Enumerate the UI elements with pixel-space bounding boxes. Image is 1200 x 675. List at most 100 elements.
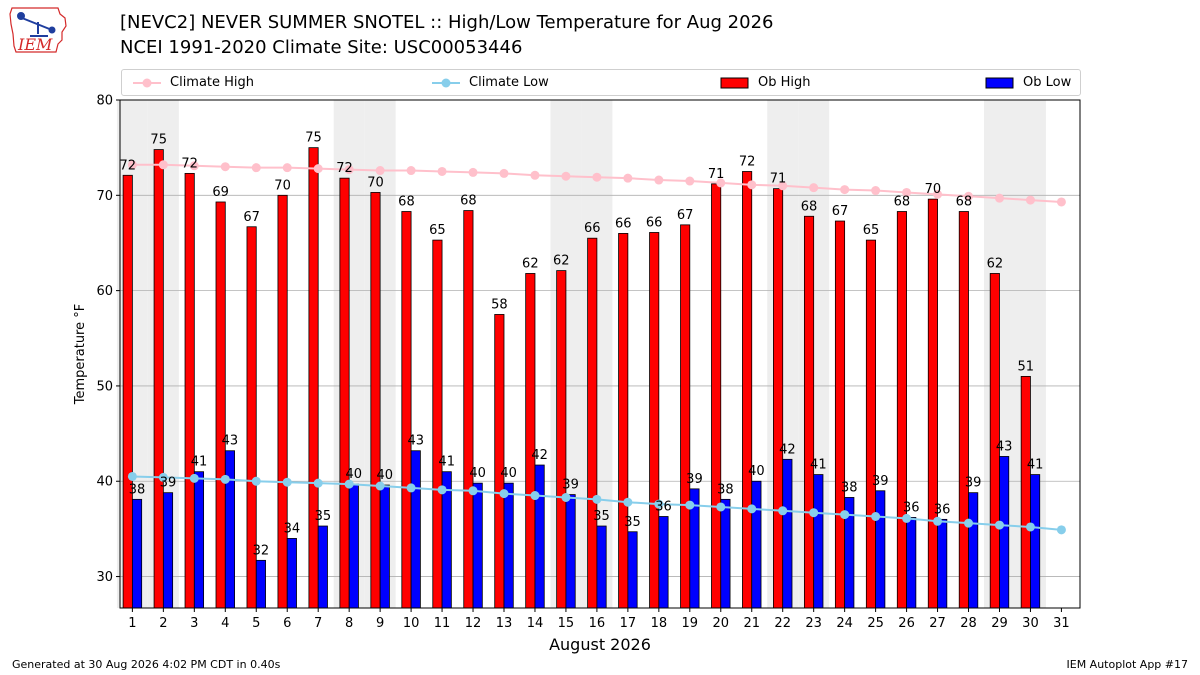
ob-high-value-label: 68: [956, 195, 973, 210]
ob-high-value-label: 66: [584, 221, 601, 236]
ob-high-value-label: 72: [739, 154, 756, 169]
x-tick-label: 10: [403, 616, 420, 631]
climate-high-point: [127, 160, 137, 170]
climate-high-point: [282, 163, 292, 173]
ob-low-value-label: 35: [624, 515, 641, 530]
line-marker-icon: [432, 78, 460, 87]
ob-high-value-label: 72: [336, 161, 353, 176]
x-tick-label: 7: [314, 616, 322, 631]
climate-low-point: [902, 513, 912, 523]
x-tick-label: 19: [682, 616, 699, 631]
climate-low-point: [1025, 522, 1035, 532]
ob-low-bar: [286, 538, 297, 609]
ob-high-value-label: 75: [150, 133, 167, 148]
ob-high-bar: [958, 211, 969, 609]
ob-high-bar: [122, 174, 133, 609]
ob-low-value-label: 39: [686, 472, 703, 487]
ob-low-bar: [875, 490, 886, 609]
x-tick-label: 9: [376, 616, 384, 631]
ob-low-value-label: 38: [841, 480, 858, 495]
climate-high-point: [1056, 197, 1066, 207]
ob-high-value-label: 71: [770, 172, 787, 187]
ob-low-bar: [534, 464, 545, 609]
ob-low-value-label: 40: [346, 467, 363, 482]
ob-high-value-label: 70: [367, 175, 384, 190]
climate-high-point: [189, 161, 199, 171]
ob-low-value-label: 40: [748, 464, 765, 479]
ob-low-bar: [255, 559, 266, 609]
ob-high-value-label: 72: [119, 158, 136, 173]
chart-subtitle: NCEI 1991-2020 Climate Site: USC00053446: [120, 37, 523, 58]
ob-high-value-label: 71: [708, 167, 725, 182]
climate-low-point: [530, 491, 540, 501]
line-marker-icon: [133, 78, 161, 87]
x-tick-label: 31: [1053, 616, 1070, 631]
ob-low-value-label: 36: [655, 500, 672, 515]
ob-high-bar: [865, 239, 877, 609]
ob-low-bar: [720, 498, 731, 609]
y-tick-label: 80: [96, 94, 113, 109]
ob-low-value-label: 41: [1027, 458, 1044, 473]
climate-high-point: [871, 186, 881, 196]
climate-high-point: [158, 160, 168, 170]
ob-low-value-label: 34: [284, 521, 301, 536]
climate-low-point: [623, 497, 633, 507]
ob-high-bar: [153, 149, 164, 609]
x-tick-label: 14: [527, 616, 544, 631]
y-tick-label: 60: [96, 284, 113, 299]
climate-low-point: [654, 499, 664, 509]
x-tick-label: 25: [867, 616, 884, 631]
climate-low-point: [716, 502, 726, 512]
ob-low-value-label: 40: [500, 466, 517, 481]
climate-low-point: [313, 478, 323, 488]
climate-low-point: [158, 472, 168, 482]
climate-low-point: [747, 504, 757, 514]
ob-low-bar: [410, 450, 421, 609]
ob-low-bar: [379, 484, 390, 609]
ob-low-value-label: 43: [222, 434, 239, 449]
ob-high-bar: [184, 172, 195, 609]
ob-high-bar: [587, 237, 598, 609]
x-tick-label: 15: [558, 616, 575, 631]
ob-high-value-label: 62: [553, 254, 570, 269]
climate-low-point: [499, 489, 509, 499]
ob-high-bar: [401, 211, 412, 609]
climate-high-point: [592, 172, 602, 182]
x-tick-label: 27: [929, 616, 946, 631]
climate-high-point: [375, 166, 385, 176]
ob-high-value-label: 58: [491, 297, 508, 312]
climate-high-point: [809, 183, 819, 193]
x-tick-label: 30: [1022, 616, 1039, 631]
legend-label: Ob High: [758, 75, 811, 90]
ob-low-value-label: 39: [965, 476, 982, 491]
ob-low-value-label: 41: [438, 455, 455, 470]
iem-logo: IEM: [9, 7, 67, 54]
x-tick-label: 13: [496, 616, 513, 631]
legend-label: Climate Low: [469, 75, 549, 90]
ob-high-bar: [773, 188, 784, 609]
climate-high-point: [468, 167, 478, 177]
ob-high-bar: [556, 270, 567, 609]
x-tick-label: 16: [589, 616, 606, 631]
bar-swatch-icon: [985, 77, 1014, 88]
ob-high-value-label: 51: [1018, 359, 1035, 374]
ob-high-value-label: 66: [646, 215, 663, 230]
ob-high-value-label: 68: [894, 195, 911, 210]
climate-high-point: [623, 173, 633, 183]
x-tick-label: 18: [651, 616, 668, 631]
x-tick-label: 8: [345, 616, 353, 631]
ob-low-bar: [348, 483, 359, 609]
ob-low-value-label: 36: [903, 500, 920, 515]
ob-low-value-label: 40: [469, 466, 486, 481]
ob-high-bar: [834, 220, 846, 609]
climate-low-point: [220, 474, 230, 484]
x-tick-label: 23: [805, 616, 822, 631]
x-tick-label: 21: [743, 616, 760, 631]
x-tick-label: 6: [283, 616, 291, 631]
weather-station-icon: [17, 12, 56, 37]
climate-low-point: [437, 485, 447, 495]
climate-high-point: [716, 178, 726, 188]
climate-high-point: [1025, 195, 1035, 205]
logo-text: IEM: [17, 35, 53, 54]
